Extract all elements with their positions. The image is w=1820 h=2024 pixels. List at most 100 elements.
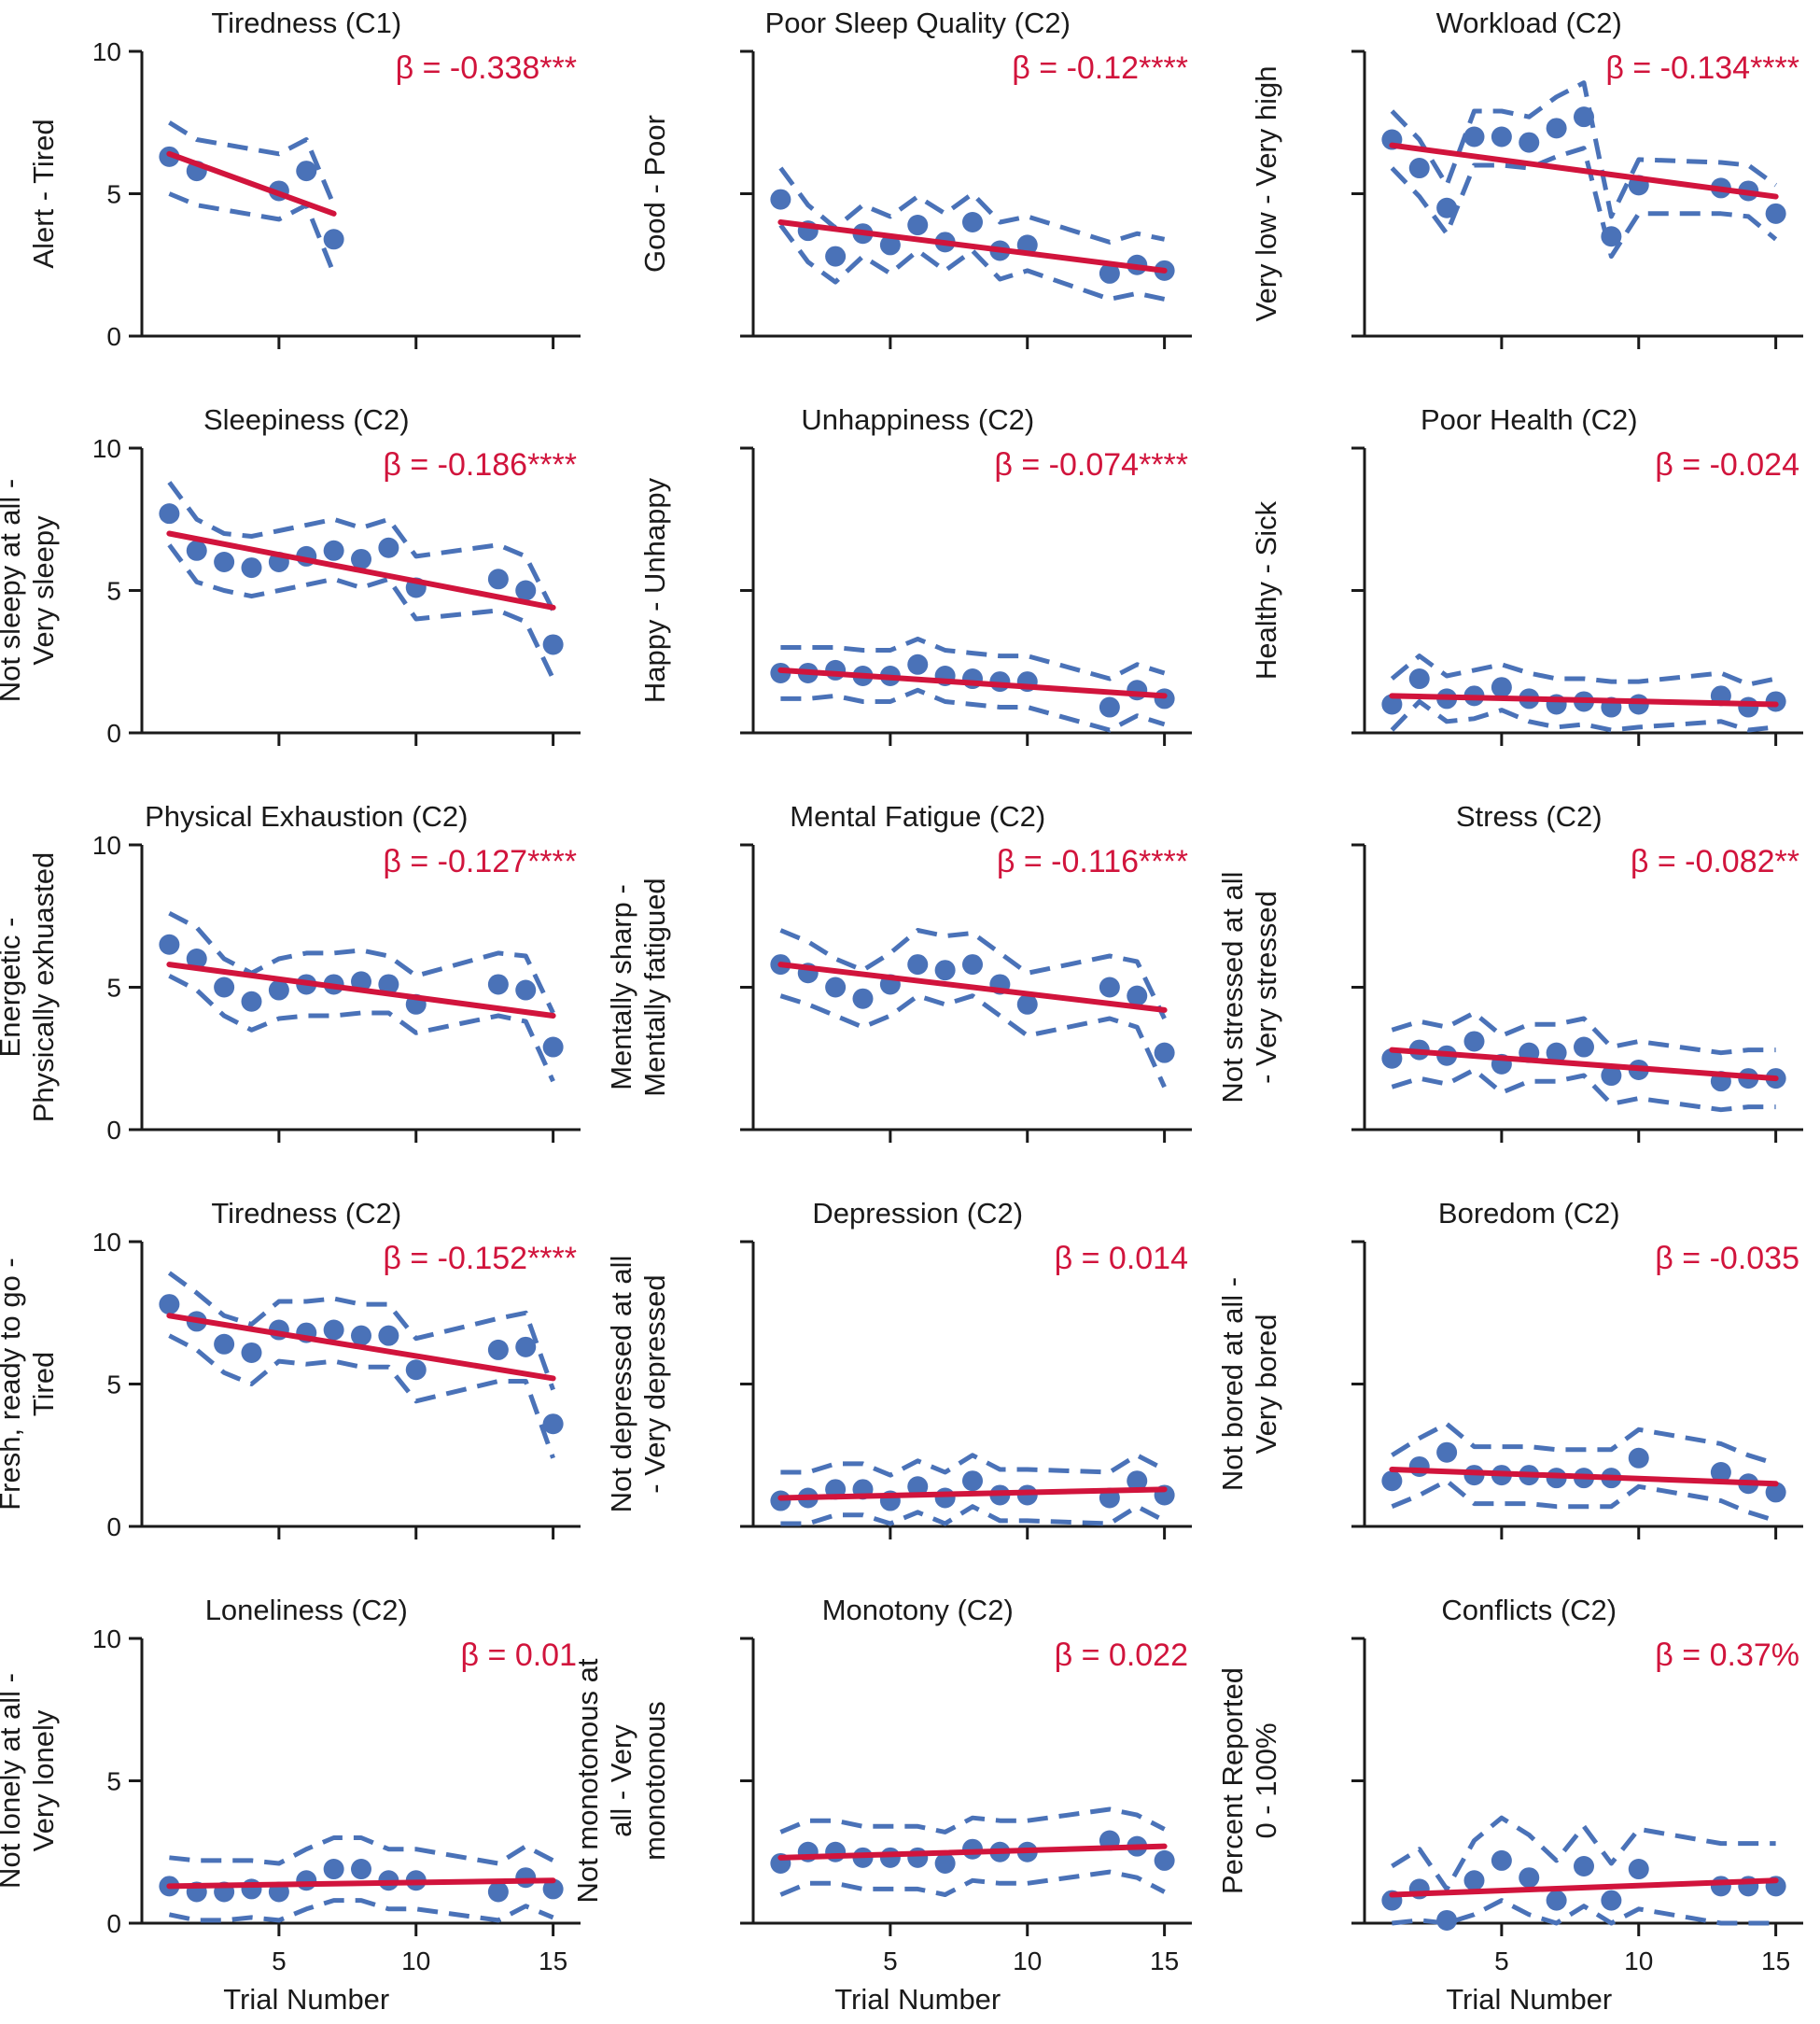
- panel-13-data-point: [542, 1878, 564, 1900]
- panel-11-y-axis-label: Not depressed at all: [605, 1256, 637, 1513]
- panel-10-data-point: [214, 1333, 235, 1355]
- panel-2-data-point: [879, 234, 901, 256]
- panel-3-ci-lower-line: [1390, 146, 1778, 260]
- panel-13-data-point: [241, 1878, 262, 1900]
- panel-7-y-tick-label: 5: [106, 974, 121, 1003]
- panel-12-y-axis-label: Not bored at all -: [1216, 1277, 1249, 1491]
- panel-12-chart: Boredom (C2) β = -0.035 Not bored at all -…: [1216, 1197, 1803, 1539]
- panel-13-title: Loneliness (C2): [205, 1594, 408, 1626]
- panel-2-data-point: [770, 189, 791, 210]
- panel-9-data-point: [1601, 1065, 1622, 1087]
- panel-9-y-axis-label: - Very stressed: [1250, 891, 1282, 1084]
- panel-8-data-point: [825, 977, 847, 998]
- panel-3-data-point: [1546, 118, 1567, 139]
- panel-12-data-point: [1381, 1470, 1403, 1492]
- panel-2-y-axis-label: Good - Poor: [638, 115, 671, 273]
- panel-4-y-tick-label: 10: [92, 434, 121, 463]
- panel-14-x-tick-label: 10: [1013, 1947, 1042, 1975]
- panel-7-y-axis-label: Physically exhuasted: [27, 852, 60, 1123]
- panel-10-data-point: [515, 1336, 537, 1357]
- panel-15-data-point: [1436, 1909, 1458, 1931]
- panel-4-y-tick-label: 0: [106, 719, 121, 748]
- panel-12-y-axis-label: Very bored: [1250, 1314, 1282, 1455]
- panel-15-data-point: [1574, 1856, 1594, 1876]
- panel-15-data-point: [1546, 1890, 1567, 1911]
- panel-2-data-point: [825, 246, 847, 267]
- panel-8-y-axis-label: Mentally sharp -: [605, 884, 637, 1090]
- panel-7-beta-annotation: β = -0.127****: [383, 844, 577, 879]
- panel-2-ci-lower-line: [778, 223, 1166, 302]
- panel-4-data-point: [487, 569, 509, 590]
- panel-10-y-axis-label: Tired: [27, 1352, 60, 1416]
- panel-3-data-point: [1765, 203, 1786, 224]
- panel-3-chart: Workload (C2) β = -0.134**** Very low - Ve…: [1250, 7, 1803, 349]
- panel-14-title: Monotony (C2): [822, 1594, 1014, 1626]
- panel-6-title: Poor Health (C2): [1421, 403, 1638, 436]
- panel-13-x-tick-label: 5: [272, 1947, 287, 1975]
- panel-10-data-point: [351, 1325, 371, 1346]
- panel-7-data-point: [268, 979, 289, 1001]
- panel-5-chart: Unhappiness (C2) β = -0.074**** Happy - Un…: [638, 403, 1192, 746]
- panel-7-title: Physical Exhaustion (C2): [145, 800, 468, 833]
- panel-12-data-point: [1628, 1447, 1649, 1469]
- panel-4-data-point: [351, 548, 371, 569]
- panel-8-data-point: [852, 988, 874, 1009]
- panel-7-y-tick-label: 10: [92, 831, 121, 860]
- panel-13-data-point: [515, 1867, 537, 1889]
- panel-5-y-axis-label: Happy - Unhappy: [638, 477, 671, 703]
- panel-15-x-tick-label: 5: [1494, 1947, 1509, 1975]
- panel-2-data-point: [907, 215, 929, 236]
- panel-7-ci-upper-line: [168, 910, 555, 1015]
- panel-13-data-point: [487, 1881, 509, 1903]
- panel-10-y-tick-label: 0: [106, 1512, 121, 1541]
- panel-12-ci-upper-line: [1391, 1421, 1777, 1467]
- panel-3-data-point: [1491, 126, 1512, 148]
- panel-5-beta-annotation: β = -0.074****: [994, 447, 1188, 483]
- panel-15-data-point: [1628, 1859, 1649, 1880]
- panel-14-x-tick-label: 15: [1150, 1947, 1179, 1975]
- panel-10-beta-annotation: β = -0.152****: [383, 1241, 577, 1276]
- panel-9-ci-lower-line: [1391, 1067, 1776, 1113]
- panel-10-data-point: [378, 1325, 399, 1346]
- panel-6-chart: Poor Health (C2) β = -0.024 Healthy - Sick: [1250, 403, 1803, 746]
- panel-10-y-tick-label: 5: [106, 1370, 121, 1399]
- panel-6-data-point: [1381, 694, 1403, 715]
- panel-11-ci-upper-line: [780, 1453, 1166, 1478]
- panel-9-data-point: [1546, 1042, 1567, 1063]
- panel-7-y-tick-label: 0: [106, 1116, 121, 1145]
- panel-5-data-point: [825, 659, 847, 681]
- panel-5-ci-upper-line: [780, 636, 1166, 682]
- panel-12-title: Boredom (C2): [1438, 1197, 1620, 1230]
- panel-9-data-point: [1574, 1036, 1594, 1058]
- panel-6-ci-upper-line: [1390, 654, 1777, 687]
- panel-15-y-axis-label: Percent Reported: [1216, 1667, 1249, 1894]
- panel-7-data-point: [159, 934, 180, 955]
- panel-6-data-point: [1628, 694, 1649, 715]
- panel-13-x-tick-label: 10: [401, 1947, 430, 1975]
- panel-11-ci-lower-line: [780, 1504, 1166, 1526]
- panel-8-y-axis-label: Mentally fatigued: [638, 878, 671, 1096]
- panel-3-data-point: [1463, 126, 1485, 148]
- panel-4-data-point: [323, 540, 344, 561]
- panel-14-data-point: [879, 1847, 901, 1868]
- panel-4-ci-lower-line: [167, 543, 555, 681]
- panel-7-chart: 10 5 0 Physical Exhaustion (C2) β = -0.127**…: [0, 800, 581, 1145]
- panel-11-chart: Depression (C2) β = 0.014 Not depressed at…: [605, 1197, 1192, 1539]
- panel-5-data-point: [1099, 696, 1120, 718]
- panel-10-data-point: [159, 1294, 180, 1315]
- panel-2-data-point: [962, 212, 983, 232]
- panel-8-data-point: [962, 954, 983, 976]
- panel-3-beta-annotation: β = -0.134****: [1605, 50, 1799, 86]
- panel-11-data-point: [770, 1490, 791, 1511]
- panel-4-data-point: [241, 557, 262, 579]
- panel-14-beta-annotation: β = 0.022: [1055, 1637, 1188, 1673]
- panel-2-data-point: [1099, 262, 1120, 284]
- panel-15-trend-line: [1389, 1877, 1779, 1898]
- panel-4-chart: 10 5 0 Sleepiness (C2) β = -0.186**** Not sle…: [0, 403, 581, 748]
- panel-13-beta-annotation: β = 0.01: [461, 1637, 577, 1673]
- panel-10-data-point: [241, 1342, 262, 1363]
- panel-15-beta-annotation: β = 0.37%: [1655, 1637, 1799, 1673]
- panel-5-data-point: [907, 654, 929, 675]
- panel-12-ci-lower-line: [1391, 1478, 1777, 1524]
- panel-14-data-point: [825, 1841, 847, 1862]
